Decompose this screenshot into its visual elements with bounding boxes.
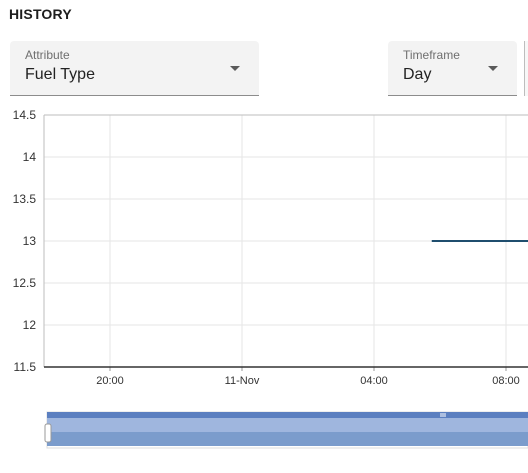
y-tick-label: 14 xyxy=(23,150,37,164)
timeframe-value: Day xyxy=(403,66,431,84)
y-tick-label: 11.5 xyxy=(14,360,37,374)
navigator-series-area xyxy=(47,432,528,446)
y-tick-label: 12 xyxy=(23,318,37,332)
x-tick-label: 11-Nov xyxy=(225,375,260,387)
navigator-selection[interactable] xyxy=(47,418,528,432)
attribute-label: Attribute xyxy=(25,48,70,62)
chevron-down-icon[interactable] xyxy=(488,66,498,71)
x-tick-label: 04:00 xyxy=(360,375,388,387)
history-chart: 14.5 14 13.5 13 12.5 12 11.5 20:00 11-Nov 04:00 08… xyxy=(0,100,528,470)
timeframe-select[interactable]: Timeframe Day xyxy=(388,41,517,96)
attribute-select[interactable]: Attribute Fuel Type xyxy=(10,41,259,96)
attribute-value: Fuel Type xyxy=(25,66,95,84)
y-tick-label: 13.5 xyxy=(13,192,37,206)
x-tick-label: 20:00 xyxy=(96,375,124,387)
x-tick-label: 08:00 xyxy=(492,375,520,387)
timeframe-label: Timeframe xyxy=(403,48,460,62)
chevron-down-icon[interactable] xyxy=(230,66,240,71)
y-tick-label: 14.5 xyxy=(13,108,37,122)
next-select-edge[interactable] xyxy=(524,41,528,96)
navigator-scrollbar[interactable] xyxy=(47,412,528,418)
y-tick-label: 13 xyxy=(23,234,37,248)
y-tick-label: 12.5 xyxy=(13,276,37,290)
section-title: HISTORY xyxy=(9,6,72,22)
navigator-left-handle[interactable] xyxy=(45,424,51,442)
